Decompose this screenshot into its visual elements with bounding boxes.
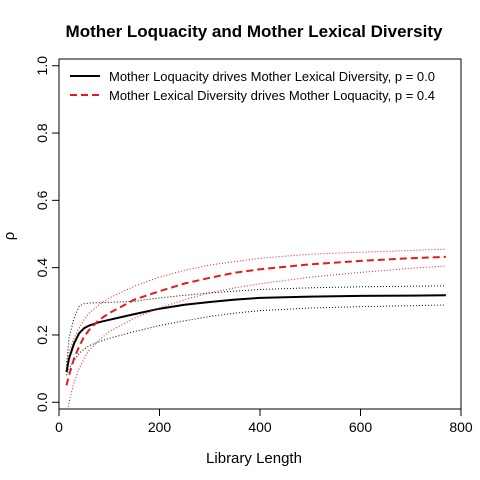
series-2-line bbox=[65, 255, 446, 386]
y-tick-label: 0.2 bbox=[34, 325, 50, 345]
y-tick-label: 0.0 bbox=[34, 392, 50, 412]
y-axis-label: ρ bbox=[1, 232, 18, 241]
plot-area bbox=[65, 248, 446, 409]
chart-title: Mother Loquacity and Mother Lexical Dive… bbox=[66, 22, 443, 41]
y-tick-label: 0.4 bbox=[34, 258, 50, 278]
series-2-lower-bound bbox=[67, 265, 446, 409]
y-tick-label: 0.8 bbox=[34, 123, 50, 143]
x-tick-label: 800 bbox=[449, 419, 473, 435]
series-1-lower-bound bbox=[66, 304, 446, 376]
series-2 bbox=[65, 248, 446, 409]
x-tick-label: 600 bbox=[349, 419, 373, 435]
y-axis: 0.0 0.2 0.4 0.6 0.8 1.0 bbox=[34, 56, 59, 412]
x-axis: 0 200 400 600 800 bbox=[55, 409, 473, 435]
series-1 bbox=[65, 285, 446, 376]
legend-label-2: Mother Lexical Diversity drives Mother L… bbox=[109, 88, 435, 103]
x-tick-label: 0 bbox=[55, 419, 63, 435]
legend-label-1: Mother Loquacity drives Mother Lexical D… bbox=[109, 69, 435, 84]
series-1-upper-bound bbox=[66, 285, 446, 366]
x-axis-label: Library Length bbox=[206, 450, 302, 467]
legend: Mother Loquacity drives Mother Lexical D… bbox=[70, 69, 435, 103]
y-tick-label: 0.6 bbox=[34, 190, 50, 210]
series-2-upper-bound bbox=[66, 248, 446, 363]
series-1-line bbox=[65, 294, 446, 373]
plot-frame bbox=[58, 58, 462, 410]
y-tick-label: 1.0 bbox=[34, 56, 50, 76]
x-tick-label: 400 bbox=[248, 419, 272, 435]
x-tick-label: 200 bbox=[148, 419, 172, 435]
